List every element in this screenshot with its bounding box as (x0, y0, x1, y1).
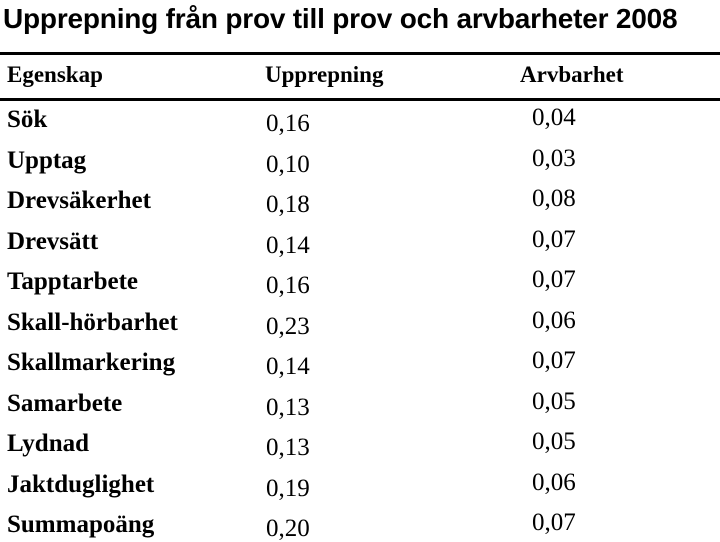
row-label: Samarbete (7, 390, 123, 417)
header-divider (0, 97, 720, 101)
cell-arvbarhet: 0,07 (532, 226, 576, 253)
column-header-egenskap: Egenskap (7, 62, 103, 87)
cell-upprepning: 0,18 (266, 191, 310, 218)
cell-arvbarhet: 0,05 (532, 428, 576, 455)
row-label: Drevsätt (7, 228, 99, 255)
cell-arvbarhet: 0,06 (532, 469, 576, 496)
cell-upprepning: 0,16 (266, 110, 310, 137)
row-label: Skallmarkering (7, 349, 176, 376)
cell-arvbarhet: 0,07 (532, 266, 576, 293)
cell-upprepning: 0,23 (266, 313, 310, 340)
cell-arvbarhet: 0,05 (532, 388, 576, 415)
cell-upprepning: 0,13 (266, 434, 310, 461)
column-header-arvbarhet: Arvbarhet (520, 62, 624, 87)
row-label: Lydnad (7, 430, 90, 457)
row-label: Jaktduglighet (7, 471, 155, 498)
row-label: Upptag (7, 147, 87, 174)
cell-upprepning: 0,20 (266, 515, 310, 542)
cell-arvbarhet: 0,08 (532, 185, 576, 212)
row-label: Summapoäng (7, 511, 155, 538)
row-label: Sök (7, 106, 48, 133)
cell-arvbarhet: 0,06 (532, 307, 576, 334)
cell-upprepning: 0,14 (266, 232, 310, 259)
cell-upprepning: 0,16 (266, 272, 310, 299)
cell-arvbarhet: 0,03 (532, 145, 576, 172)
row-label: Tapptarbete (7, 268, 139, 295)
row-label: Skall-hörbarhet (7, 309, 178, 336)
slide-title: Upprepning från prov till prov och arvba… (3, 3, 678, 34)
cell-upprepning: 0,19 (266, 475, 310, 502)
cell-upprepning: 0,14 (266, 353, 310, 380)
column-header-upprepning: Upprepning (265, 62, 384, 87)
cell-arvbarhet: 0,07 (532, 347, 576, 374)
row-label: Drevsäkerhet (7, 187, 151, 214)
cell-arvbarhet: 0,07 (532, 509, 576, 536)
cell-arvbarhet: 0,04 (532, 104, 576, 131)
title-divider (0, 52, 720, 55)
cell-upprepning: 0,13 (266, 394, 310, 421)
cell-upprepning: 0,10 (266, 151, 310, 178)
